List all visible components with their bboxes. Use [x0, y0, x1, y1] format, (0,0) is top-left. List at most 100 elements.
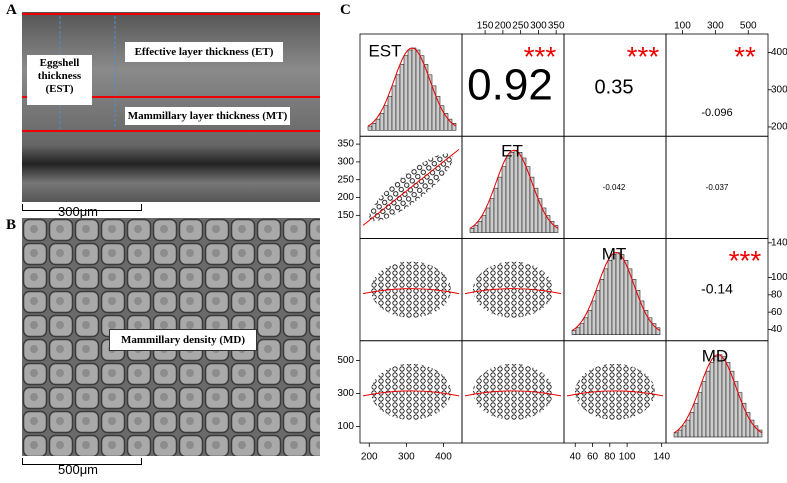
histogram-decor — [383, 105, 389, 131]
histogram-decor — [677, 429, 683, 438]
smooth-decor — [362, 288, 460, 295]
density-decor — [673, 354, 763, 434]
histogram-decor — [689, 412, 695, 438]
histogram-decor — [579, 323, 585, 336]
variable-name: MD — [702, 346, 728, 365]
histogram-decor — [583, 317, 589, 336]
tick-label: 60 — [587, 452, 599, 463]
histogram-decor — [685, 419, 691, 438]
smooth-decor — [362, 148, 460, 226]
histogram-decor — [697, 392, 703, 438]
histogram-decor — [481, 215, 487, 233]
tick-label: 500 — [337, 355, 354, 366]
correlation: 0.35 — [595, 76, 634, 98]
annotation: Mammillary density (MD) — [109, 329, 257, 351]
histogram-decor — [367, 125, 373, 131]
histogram-decor — [607, 259, 613, 336]
histogram-decor — [485, 207, 491, 233]
annotation: Mammillary layer thickness (MT) — [125, 107, 290, 125]
scatter-decor — [575, 363, 655, 420]
histogram-decor — [477, 221, 483, 233]
panel-label: A — [6, 2, 17, 18]
tick-label: 500 — [740, 21, 757, 32]
scale-label: 500μm — [58, 462, 99, 477]
scatter-decor — [371, 261, 451, 318]
sem-image-a: Eggshell thickness (EST) Effective layer… — [22, 12, 320, 202]
histogram-decor — [411, 47, 417, 131]
tick-label: 140 — [771, 237, 787, 248]
tick-label: 100 — [337, 421, 354, 432]
scale-bar — [22, 204, 142, 211]
scatter-decor — [371, 363, 451, 420]
histogram-decor — [371, 123, 377, 131]
histogram-decor — [623, 259, 629, 336]
tick-label: 350 — [337, 139, 354, 150]
tick-label: 100 — [771, 272, 787, 283]
significance: *** — [627, 41, 660, 72]
smooth-decor — [362, 390, 460, 397]
correlation: -0.096 — [701, 107, 732, 119]
histogram-decor — [681, 425, 687, 438]
smooth-decor — [464, 390, 562, 397]
annotation: Effective layer thickness (ET) — [125, 42, 283, 62]
histogram-decor — [415, 49, 421, 131]
tick-label: 200 — [361, 452, 378, 463]
histogram-decor — [521, 157, 527, 233]
significance: *** — [524, 41, 557, 72]
tick-label: 40 — [570, 452, 582, 463]
histogram-decor — [709, 362, 715, 438]
scatter-decor — [473, 363, 553, 420]
histogram-decor — [407, 49, 413, 131]
sem-image-b: Mammillary density (MD) — [22, 218, 320, 456]
histogram-decor — [403, 55, 409, 131]
histogram-decor — [757, 429, 763, 438]
tick-label: 350 — [548, 21, 565, 32]
significance: *** — [729, 245, 762, 276]
tick-label: 300 — [771, 84, 787, 95]
tick-label: 250 — [337, 174, 354, 185]
significance: ** — [734, 41, 756, 72]
histogram-decor — [517, 152, 523, 233]
tick-label: 100 — [674, 21, 691, 32]
histogram-decor — [673, 432, 679, 438]
histogram-decor — [701, 381, 707, 438]
panel-label: B — [6, 217, 17, 233]
tick-label: 80 — [604, 452, 616, 463]
tick-label: 300 — [398, 452, 415, 463]
histogram-decor — [419, 55, 425, 131]
histogram-decor — [489, 198, 495, 233]
tick-label: 80 — [771, 289, 783, 300]
histogram-decor — [587, 309, 593, 335]
tick-label: 300 — [337, 157, 354, 168]
histogram-decor — [575, 327, 581, 335]
correlation: -0.14 — [701, 281, 733, 297]
tick-label: 100 — [619, 452, 636, 463]
tick-label: 60 — [771, 307, 783, 318]
tick-label: 300 — [707, 21, 724, 32]
tick-label: 150 — [477, 21, 494, 32]
histogram-decor — [599, 279, 605, 335]
histogram-decor — [591, 300, 597, 335]
histogram-decor — [387, 96, 393, 131]
histogram-decor — [493, 187, 499, 233]
histogram-decor — [553, 225, 559, 233]
histogram-decor — [469, 228, 475, 233]
histogram-decor — [501, 166, 507, 233]
histogram-decor — [513, 150, 519, 233]
variable-name: MT — [602, 244, 627, 263]
tick-label: 300 — [337, 388, 354, 399]
tick-label: 140 — [653, 452, 670, 463]
histogram-decor — [505, 157, 511, 233]
histogram-decor — [399, 64, 405, 131]
histogram-decor — [725, 362, 731, 438]
histogram-decor — [615, 252, 621, 335]
histogram-decor — [603, 268, 609, 335]
smooth-decor — [566, 390, 664, 397]
tick-label: 150 — [337, 210, 354, 221]
histogram-decor — [497, 176, 503, 233]
variable-name: ET — [501, 141, 523, 160]
histogram-decor — [655, 327, 661, 335]
histogram-decor — [705, 370, 711, 438]
histogram-decor — [473, 225, 479, 233]
